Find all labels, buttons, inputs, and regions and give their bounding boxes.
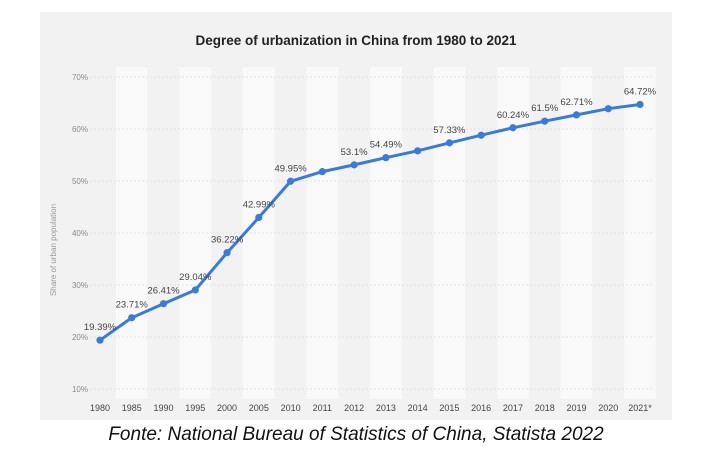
data-label: 36.22% [211, 235, 244, 246]
x-tick-label: 1985 [122, 403, 142, 413]
data-label: 42.99% [243, 199, 276, 210]
line-chart: Degree of urbanization in China from 198… [40, 12, 672, 420]
data-point [477, 131, 485, 139]
data-label: 23.71% [116, 300, 149, 311]
data-label: 29.04% [179, 272, 212, 283]
data-label: 61.5% [531, 103, 558, 114]
data-point [96, 336, 104, 344]
chart-title: Degree of urbanization in China from 198… [195, 33, 517, 48]
y-tick-label: 20% [72, 333, 88, 342]
data-label: 19.39% [84, 322, 117, 333]
x-tick-label: 2010 [281, 403, 301, 413]
data-point [509, 124, 517, 132]
x-tick-label: 2019 [566, 403, 586, 413]
series-line [98, 103, 642, 342]
data-label: 49.95% [274, 163, 307, 174]
y-tick-label: 60% [72, 125, 88, 134]
y-tick-label: 50% [72, 177, 88, 186]
x-tick-label: 1990 [154, 403, 174, 413]
data-point [191, 286, 199, 294]
x-tick-label: 2017 [503, 403, 523, 413]
x-tick-label: 2013 [376, 403, 396, 413]
data-label: 57.33% [433, 125, 466, 136]
data-point [223, 249, 231, 257]
data-point [541, 117, 549, 125]
data-point [414, 147, 422, 155]
x-tick-label: 2021* [628, 403, 652, 413]
x-tick-label: 2015 [439, 403, 459, 413]
data-point [445, 139, 454, 147]
data-label: 60.24% [497, 110, 530, 121]
data-label: 64.72% [624, 86, 657, 97]
data-point [350, 161, 358, 169]
x-tick-label: 2018 [535, 403, 555, 413]
x-tick-label: 1995 [185, 403, 205, 413]
data-point [636, 100, 644, 109]
data-point [255, 213, 263, 222]
data-label: 62.71% [560, 97, 593, 108]
data-point [159, 300, 168, 308]
x-tick-label: 2016 [471, 403, 491, 413]
x-tick-label: 2011 [313, 403, 332, 413]
x-tick-label: 1980 [90, 403, 110, 413]
x-tick-label: 2014 [408, 403, 428, 413]
data-label: 26.41% [147, 286, 180, 297]
x-tick-label: 2012 [344, 403, 364, 413]
source-caption: Fonte: National Bureau of Statistics of … [108, 424, 604, 445]
data-point [128, 314, 136, 322]
data-label: 53.1% [341, 147, 368, 158]
y-axis-label: Share of urban population [49, 204, 58, 296]
data-point [382, 154, 390, 162]
data-point [318, 168, 326, 176]
x-tick-label: 2005 [249, 403, 269, 413]
y-tick-label: 40% [72, 229, 88, 238]
x-tick-label: 2020 [598, 403, 618, 413]
y-tick-label: 30% [72, 281, 88, 290]
data-point [604, 105, 612, 113]
chart-panel: Degree of urbanization in China from 198… [40, 12, 672, 420]
data-point [572, 111, 581, 119]
x-tick-label: 2000 [217, 403, 237, 413]
data-label: 54.49% [370, 140, 403, 151]
y-tick-label: 70% [72, 73, 88, 82]
y-tick-label: 10% [72, 385, 88, 394]
data-point [286, 177, 295, 185]
